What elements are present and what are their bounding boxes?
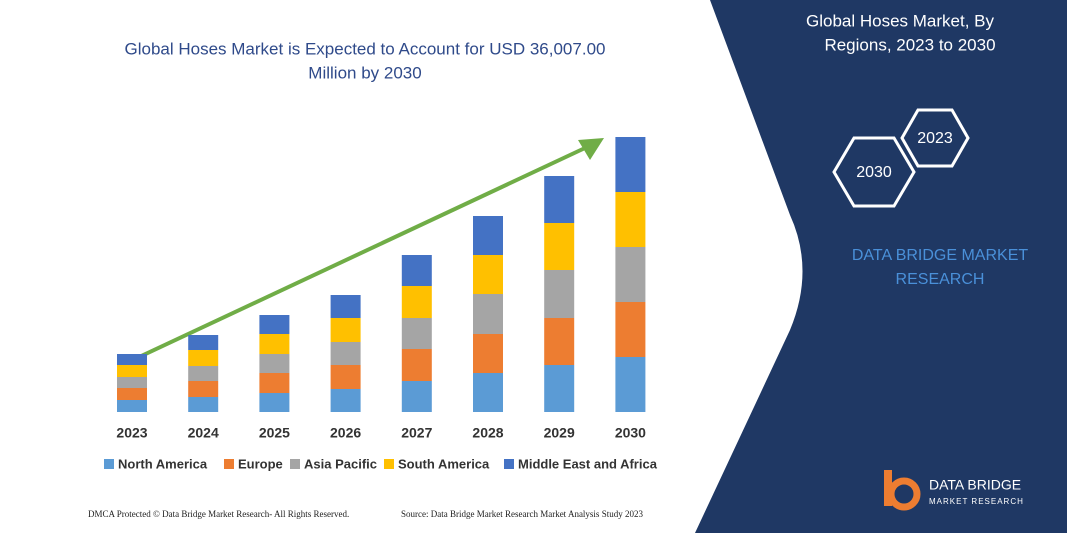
bar-segment bbox=[473, 373, 503, 412]
x-tick-label: 2024 bbox=[188, 425, 219, 441]
legend-swatch bbox=[504, 459, 514, 469]
x-tick-label: 2029 bbox=[544, 425, 575, 441]
bar-segment bbox=[188, 350, 219, 366]
bar-segment bbox=[330, 389, 361, 412]
trend-arrow bbox=[119, 146, 586, 368]
chart-title: Global Hoses Market is Expected to Accou… bbox=[125, 39, 606, 58]
bar-segment bbox=[615, 302, 646, 357]
bar-segment bbox=[615, 247, 646, 302]
bar-segment bbox=[117, 388, 147, 400]
x-tick-label: 2026 bbox=[330, 425, 361, 441]
panel-title: Regions, 2023 to 2030 bbox=[824, 35, 995, 54]
side-panel bbox=[695, 0, 1067, 533]
bar-segment bbox=[259, 354, 290, 373]
brand-text: DATA BRIDGE MARKET bbox=[852, 247, 1029, 264]
legend-label: North America bbox=[118, 456, 208, 471]
legend-swatch bbox=[384, 459, 394, 469]
bar-segment bbox=[117, 377, 147, 388]
trend-arrow-head bbox=[578, 138, 604, 160]
legend-swatch bbox=[224, 459, 234, 469]
bar-segment bbox=[330, 318, 361, 342]
bar-segment bbox=[473, 255, 503, 294]
x-tick-label: 2028 bbox=[472, 425, 503, 441]
hexagon-label: 2023 bbox=[917, 130, 953, 147]
bar-segment bbox=[473, 216, 503, 255]
bar-segment bbox=[615, 192, 646, 247]
bar-segment bbox=[330, 342, 361, 365]
bar-segment bbox=[259, 315, 290, 334]
bar-segment bbox=[330, 365, 361, 389]
hexagon bbox=[832, 136, 916, 208]
logo-tagline: MARKET RESEARCH bbox=[929, 497, 1024, 506]
bar-segment bbox=[401, 255, 432, 286]
panel-title: Global Hoses Market, By bbox=[806, 11, 995, 30]
bar-segment bbox=[188, 366, 219, 381]
x-tick-label: 2030 bbox=[615, 425, 646, 441]
logo: DATA BRIDGE MARKET RESEARCH bbox=[884, 470, 1024, 511]
bar-segment bbox=[544, 270, 575, 318]
bar-segment bbox=[188, 397, 219, 412]
plot: 2023 2024 2025 2026 2027 2028 2029 2030 North Am… bbox=[104, 137, 658, 471]
logo-name: DATA BRIDGE bbox=[929, 477, 1021, 493]
x-tick-label: 2027 bbox=[401, 425, 432, 441]
bar-segment bbox=[615, 357, 646, 412]
legend-label: Europe bbox=[238, 456, 283, 471]
bar-segment bbox=[473, 334, 503, 373]
bar-segment bbox=[401, 349, 432, 381]
bar-segment bbox=[117, 400, 147, 412]
hexagon-label: 2030 bbox=[856, 164, 892, 181]
logo-mark bbox=[887, 477, 921, 511]
chart-title: Million by 2030 bbox=[308, 63, 421, 82]
hexagon bbox=[900, 108, 970, 168]
bar-segment bbox=[473, 294, 503, 334]
bar-segment bbox=[259, 373, 290, 393]
bar-segment bbox=[544, 223, 575, 270]
bar-segment bbox=[259, 393, 290, 412]
bar-segment bbox=[330, 295, 361, 318]
bar-segment bbox=[544, 318, 575, 365]
bar-segment bbox=[401, 318, 432, 349]
brand-text: RESEARCH bbox=[896, 271, 985, 288]
bar-segment bbox=[544, 176, 575, 223]
footer-text: Source: Data Bridge Market Research Mark… bbox=[401, 509, 643, 519]
legend-label: Middle East and Africa bbox=[518, 456, 658, 471]
legend-label: South America bbox=[398, 456, 490, 471]
bar-segment bbox=[188, 335, 219, 350]
bar-segment bbox=[615, 137, 646, 192]
bar-segment bbox=[401, 286, 432, 318]
bar-segment bbox=[401, 381, 432, 412]
bar-segment bbox=[117, 365, 147, 377]
footer-text: DMCA Protected © Data Bridge Market Rese… bbox=[88, 509, 349, 519]
legend-swatch bbox=[104, 459, 114, 469]
bar-segment bbox=[188, 381, 219, 397]
bar-segment bbox=[544, 365, 575, 412]
logo-mark bbox=[884, 470, 892, 506]
bar-segment bbox=[259, 334, 290, 354]
bar-segment bbox=[117, 354, 147, 365]
legend-swatch bbox=[290, 459, 300, 469]
x-tick-label: 2025 bbox=[259, 425, 290, 441]
x-tick-label: 2023 bbox=[116, 425, 147, 441]
legend-label: Asia Pacific bbox=[304, 456, 377, 471]
